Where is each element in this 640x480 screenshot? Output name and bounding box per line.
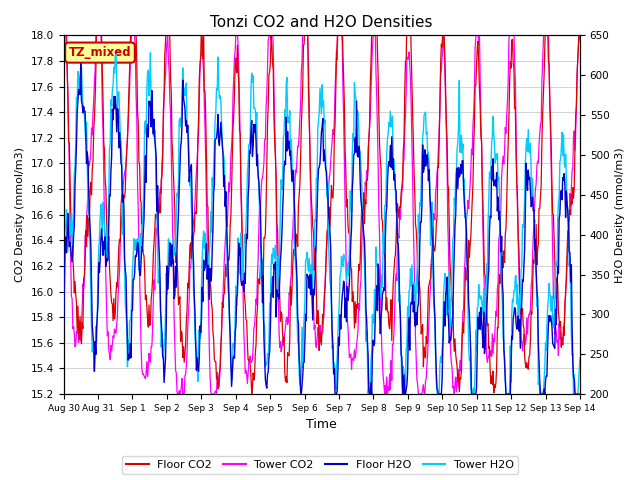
Y-axis label: H2O Density (mmol/m3): H2O Density (mmol/m3) bbox=[615, 147, 625, 283]
Y-axis label: CO2 Density (mmol/m3): CO2 Density (mmol/m3) bbox=[15, 147, 25, 282]
Title: Tonzi CO2 and H2O Densities: Tonzi CO2 and H2O Densities bbox=[211, 15, 433, 30]
Legend: Floor CO2, Tower CO2, Floor H2O, Tower H2O: Floor CO2, Tower CO2, Floor H2O, Tower H… bbox=[122, 456, 518, 474]
X-axis label: Time: Time bbox=[307, 419, 337, 432]
Text: TZ_mixed: TZ_mixed bbox=[68, 46, 131, 59]
